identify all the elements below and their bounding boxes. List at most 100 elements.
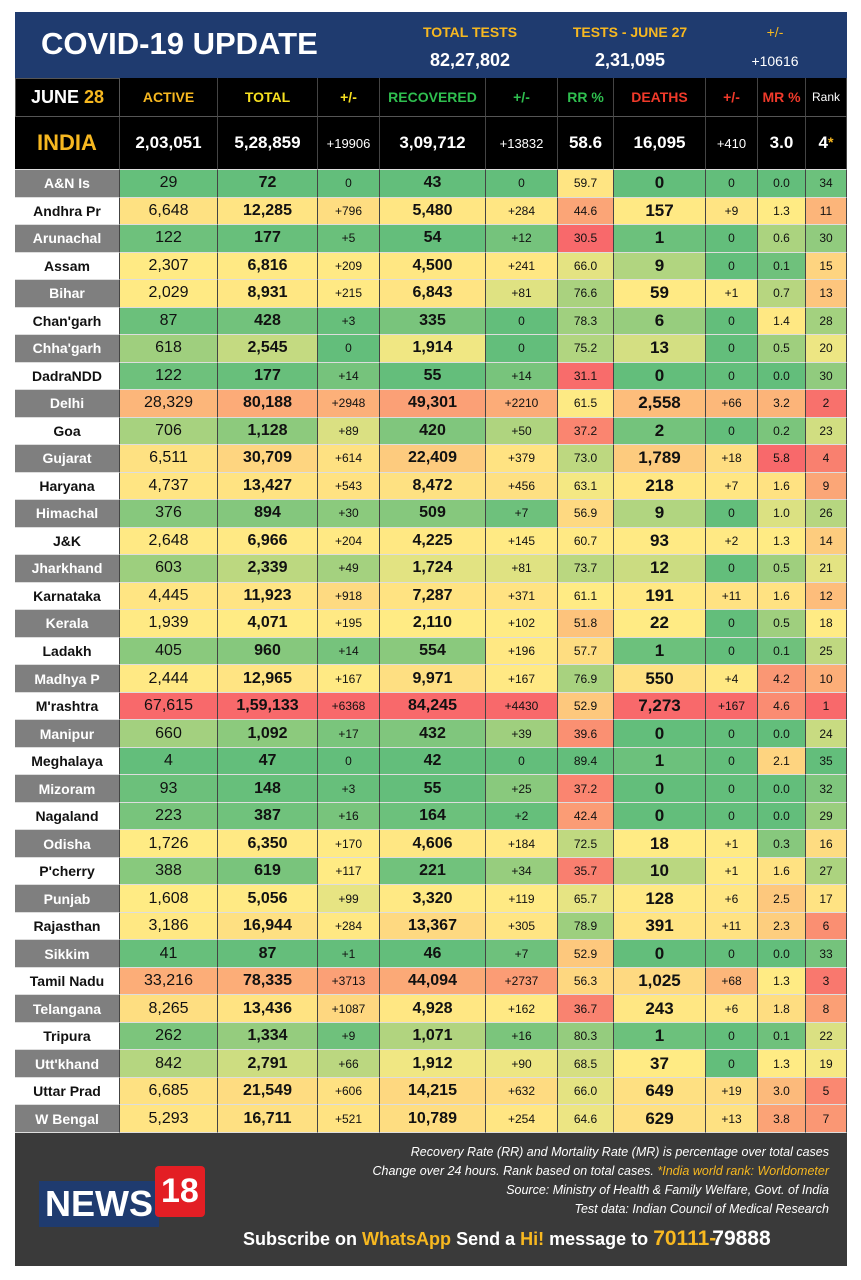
data-cell: 0	[614, 940, 706, 968]
data-cell: 0	[706, 802, 758, 831]
column-header: DEATHS	[614, 78, 706, 117]
data-cell: 629	[614, 1105, 706, 1133]
data-cell: 30,709	[218, 445, 318, 473]
note: Change over 24 hours. Rank based on tota…	[372, 1162, 829, 1181]
state-name: Punjab	[15, 885, 120, 913]
subscribe-text: Subscribe on	[243, 1229, 358, 1249]
data-cell: 30	[806, 362, 847, 391]
data-cell: 1.3	[758, 527, 806, 556]
data-cell: +18	[706, 445, 758, 473]
data-cell: 13,436	[218, 995, 318, 1023]
data-cell: 122	[120, 362, 218, 391]
phone: 79888	[712, 1227, 771, 1250]
data-cell: 122	[120, 225, 218, 253]
data-cell: 0.0	[758, 940, 806, 968]
state-name: W Bengal	[15, 1105, 120, 1133]
data-cell: 2,648	[120, 527, 218, 556]
state-name: Madhya P	[15, 665, 120, 693]
data-cell: 15	[806, 252, 847, 281]
data-cell: 221	[380, 857, 486, 886]
data-cell: 1,092	[218, 720, 318, 748]
data-cell: 0.1	[758, 1022, 806, 1051]
data-cell: 6,511	[120, 445, 218, 473]
data-cell: +1	[706, 830, 758, 858]
data-cell: 0	[706, 775, 758, 803]
data-cell: 34	[806, 170, 847, 198]
data-cell: 78.3	[558, 307, 614, 336]
data-cell: 218	[614, 472, 706, 501]
logo: NEWS 18	[39, 1166, 205, 1227]
data-cell: 6,966	[218, 527, 318, 556]
data-cell: 0.0	[758, 720, 806, 748]
data-cell: 1,726	[120, 830, 218, 858]
data-cell: 0.5	[758, 555, 806, 583]
data-cell: 59	[614, 280, 706, 308]
tests-value: 2,31,095	[594, 50, 666, 70]
data-cell: +19	[706, 1077, 758, 1106]
data-cell: 22,409	[380, 445, 486, 473]
data-cell: 177	[218, 225, 318, 253]
data-cell: +196	[486, 637, 558, 666]
data-cell: 7,273	[614, 692, 706, 721]
data-cell: 0.0	[758, 170, 806, 198]
data-cell: +184	[486, 830, 558, 858]
data-cell: 14,215	[380, 1077, 486, 1106]
data-cell: 13,367	[380, 912, 486, 941]
data-cell: +606	[318, 1077, 380, 1106]
data-cell: 391	[614, 912, 706, 941]
data-cell: 44.6	[558, 197, 614, 225]
data-cell: +371	[486, 582, 558, 611]
data-cell: +7	[486, 500, 558, 528]
data-cell: +119	[486, 885, 558, 913]
data-cell: 432	[380, 720, 486, 748]
data-cell: 2,791	[218, 1050, 318, 1078]
data-cell: +11	[706, 912, 758, 941]
data-cell: 55	[380, 362, 486, 391]
data-cell: +167	[318, 665, 380, 693]
india-cell: 2,03,051	[120, 117, 218, 170]
column-header: JUNE 28	[15, 78, 120, 117]
data-cell: 2,444	[120, 665, 218, 693]
data-cell: +632	[486, 1077, 558, 1106]
data-cell: 26	[806, 500, 847, 528]
note: Recovery Rate (RR) and Mortality Rate (M…	[410, 1145, 829, 1159]
data-cell: +1	[318, 940, 380, 968]
data-cell: 8,472	[380, 472, 486, 501]
data-cell: 72.5	[558, 830, 614, 858]
data-cell: 388	[120, 857, 218, 886]
data-cell: 49,301	[380, 390, 486, 418]
data-cell: +14	[318, 637, 380, 666]
data-cell: 0	[706, 747, 758, 776]
data-cell: +68	[706, 967, 758, 996]
data-cell: +456	[486, 472, 558, 501]
data-cell: +9	[318, 1022, 380, 1051]
data-cell: 13	[614, 335, 706, 363]
state-name: Ladakh	[15, 637, 120, 666]
subscribe-text: WhatsApp	[362, 1229, 452, 1249]
data-cell: 0	[706, 500, 758, 528]
data-cell: 10	[806, 665, 847, 693]
data-cell: 39.6	[558, 720, 614, 748]
tests-label: +/-	[766, 24, 784, 40]
data-cell: 44,094	[380, 967, 486, 996]
data-cell: 76.9	[558, 665, 614, 693]
data-cell: 1	[806, 692, 847, 721]
data-cell: 55	[380, 775, 486, 803]
logo-number: 18	[155, 1166, 205, 1217]
data-cell: 1.0	[758, 500, 806, 528]
note: *India world rank: Worldometer	[657, 1164, 829, 1178]
data-cell: 59.7	[558, 170, 614, 198]
data-cell: 3.2	[758, 390, 806, 418]
data-cell: 960	[218, 637, 318, 666]
data-cell: 9	[614, 500, 706, 528]
data-cell: +3	[318, 307, 380, 336]
india-cell: 5,28,859	[218, 117, 318, 170]
data-cell: 66.0	[558, 1077, 614, 1106]
tests-value: 82,27,802	[429, 50, 511, 70]
data-cell: 21	[806, 555, 847, 583]
data-cell: 6,648	[120, 197, 218, 225]
data-cell: 22	[806, 1022, 847, 1051]
data-cell: 0.2	[758, 417, 806, 446]
data-cell: 4	[806, 445, 847, 473]
data-cell: 30	[806, 225, 847, 253]
